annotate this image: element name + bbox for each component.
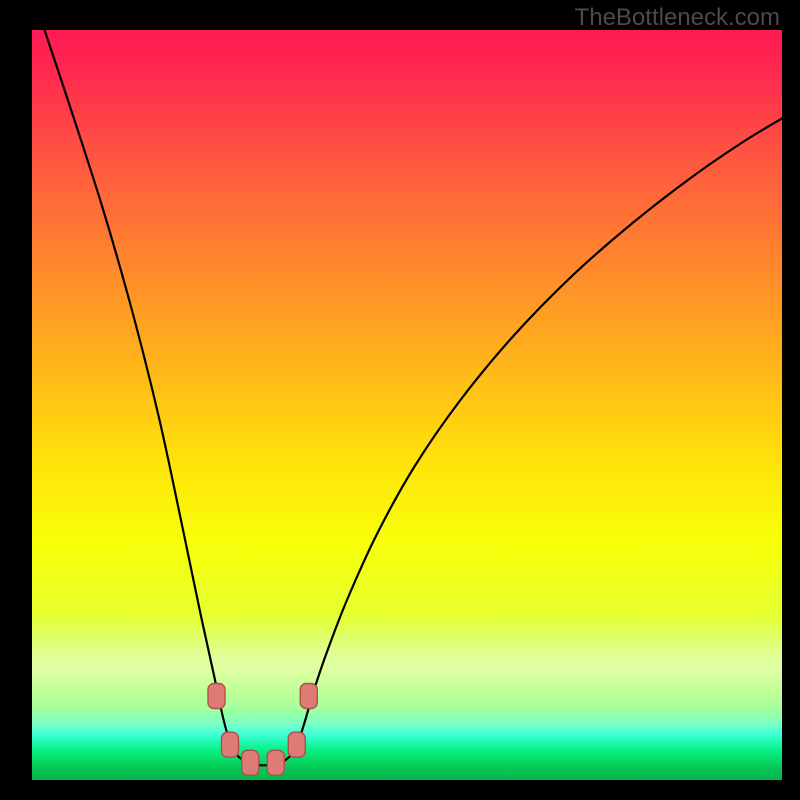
bottleneck-chart bbox=[0, 0, 800, 800]
chart-frame: TheBottleneck.com bbox=[0, 0, 800, 800]
